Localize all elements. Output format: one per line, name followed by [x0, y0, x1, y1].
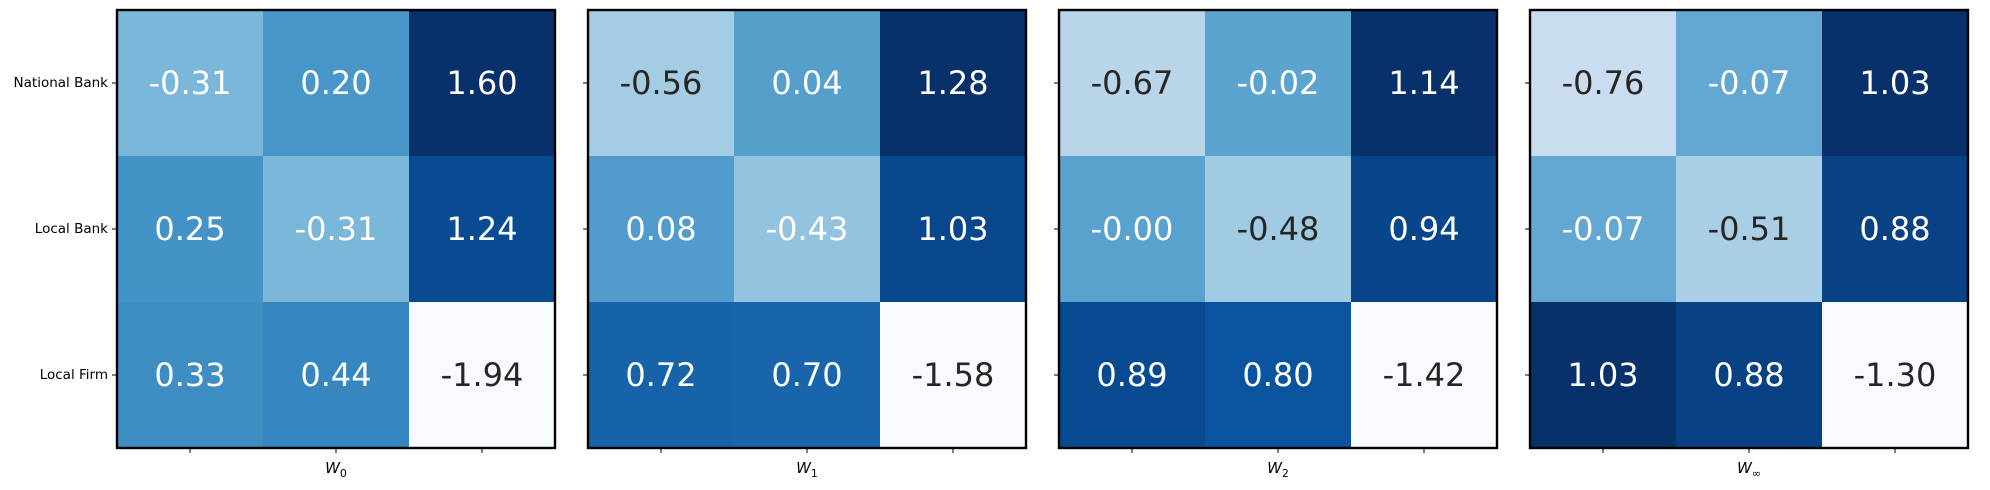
cell-value-label-2-2-2: -1.42: [1383, 356, 1466, 394]
cell-value-label-1-2-0: 0.72: [625, 356, 696, 394]
heatmap-cell-1-1-1: [734, 156, 880, 302]
heatmap-cell-2-2-0: [1059, 302, 1205, 448]
cell-value-label-2-1-1: -0.48: [1237, 210, 1320, 248]
heatmap-cell-1-2-0: [588, 302, 734, 448]
x-axis-label-2: W2: [1267, 459, 1289, 480]
x-axis-label-subscript-3: ∞: [1752, 467, 1761, 480]
heatmap-cell-1-0-2: [880, 10, 1026, 156]
heatmap-cell-2-1-1: [1205, 156, 1351, 302]
cell-value-label-2-0-0: -0.67: [1091, 64, 1174, 102]
cell-value-label-0-1-0: 0.25: [154, 210, 225, 248]
panel-frame-2: [1057, 8, 1499, 450]
heatmap-cell-0-2-1: [263, 302, 409, 448]
cell-value-label-3-1-0: -0.07: [1562, 210, 1645, 248]
row-label-local-bank: Local Bank: [35, 221, 108, 237]
cell-value-label-3-0-0: -0.76: [1562, 64, 1645, 102]
cell-value-label-1-0-2: 1.28: [917, 64, 988, 102]
heatmap-panel-1: -0.56 0.04 1.28 0.08 -0.43 1.03 0.72 0.70 -1.58 W…: [583, 8, 1028, 480]
x-axis-label-subscript-2: 2: [1282, 467, 1289, 480]
heatmap-cell-3-2-1: [1676, 302, 1822, 448]
heatmap-cell-2-0-2: [1351, 10, 1497, 156]
cell-value-label-3-0-1: -0.07: [1708, 64, 1791, 102]
cell-value-label-1-0-0: -0.56: [620, 64, 703, 102]
cell-value-label-0-0-2: 1.60: [446, 64, 517, 102]
cell-value-label-0-1-2: 1.24: [446, 210, 517, 248]
cell-value-label-1-1-1: -0.43: [766, 210, 849, 248]
heatmap-cell-3-1-2: [1822, 156, 1968, 302]
x-axis-label-3: W∞: [1737, 459, 1761, 480]
heatmap-cell-1-1-0: [588, 156, 734, 302]
x-axis-label-base-3: W: [1737, 459, 1753, 477]
heatmap-cell-1-0-1: [734, 10, 880, 156]
cell-value-label-2-0-2: 1.14: [1388, 64, 1459, 102]
row-label-national-bank: National Bank: [14, 75, 109, 91]
heatmap-cell-1-0-0: [588, 10, 734, 156]
cell-value-label-0-2-1: 0.44: [300, 356, 371, 394]
heatmap-cell-2-2-2: [1351, 302, 1497, 448]
cell-value-label-3-2-1: 0.88: [1713, 356, 1784, 394]
heatmap-cell-1-2-1: [734, 302, 880, 448]
cell-value-label-1-2-1: 0.70: [771, 356, 842, 394]
cell-value-label-0-1-1: -0.31: [295, 210, 378, 248]
x-axis-label-subscript-0: 0: [340, 467, 347, 480]
heatmap-cell-2-2-1: [1205, 302, 1351, 448]
cell-value-label-2-1-2: 0.94: [1388, 210, 1459, 248]
cell-value-label-2-1-0: -0.00: [1091, 210, 1174, 248]
heatmap-cell-2-1-2: [1351, 156, 1497, 302]
cell-value-label-1-1-0: 0.08: [625, 210, 696, 248]
heatmap-cell-0-1-2: [409, 156, 555, 302]
row-label-local-firm: Local Firm: [40, 367, 108, 383]
cell-value-label-0-2-0: 0.33: [154, 356, 225, 394]
cell-value-label-1-2-2: -1.58: [912, 356, 995, 394]
cell-value-label-3-1-1: -0.51: [1708, 210, 1791, 248]
cell-value-label-0-0-1: 0.20: [300, 64, 371, 102]
cell-value-label-1-0-1: 0.04: [771, 64, 842, 102]
x-axis-label-subscript-1: 1: [811, 467, 818, 480]
heatmap-cell-2-0-1: [1205, 10, 1351, 156]
heatmap-cell-3-2-0: [1530, 302, 1676, 448]
x-axis-label-base-0: W: [325, 459, 341, 477]
cell-value-label-1-1-2: 1.03: [917, 210, 988, 248]
heatmap-panel-2: -0.67 -0.02 1.14 -0.00 -0.48 0.94 0.89 0.80 -1.4…: [1054, 8, 1499, 480]
cell-value-label-3-2-2: -1.30: [1854, 356, 1937, 394]
cell-value-label-2-2-0: 0.89: [1096, 356, 1167, 394]
heatmap-cell-0-0-0: [117, 10, 263, 156]
heatmap-cell-0-2-0: [117, 302, 263, 448]
heatmap-cell-0-1-1: [263, 156, 409, 302]
heatmap-cell-0-0-1: [263, 10, 409, 156]
cell-value-label-0-0-0: -0.31: [149, 64, 232, 102]
panel-frame-1: [586, 8, 1028, 450]
heatmap-panel-3: -0.76 -0.07 1.03 -0.07 -0.51 0.88 1.03 0.88 -1.3…: [1525, 8, 1970, 480]
heatmap-cell-0-1-0: [117, 156, 263, 302]
x-axis-label-1: W1: [796, 459, 818, 480]
heatmap-cell-3-0-1: [1676, 10, 1822, 156]
heatmap-cell-3-0-0: [1530, 10, 1676, 156]
x-axis-label-0: W0: [325, 459, 347, 480]
x-axis-label-base-2: W: [1267, 459, 1283, 477]
cell-value-label-3-1-2: 0.88: [1859, 210, 1930, 248]
panel-frame-0: [115, 8, 557, 450]
panel-frame-3: [1528, 8, 1970, 450]
heatmap-panels: -0.31 0.20 1.60 0.25 -0.31 1.24 0.33 0.44 -1.94 W…: [112, 8, 1970, 480]
heatmap-cell-1-2-2: [880, 302, 1026, 448]
row-labels: National Bank Local Bank Local Firm: [14, 75, 109, 383]
cell-value-label-2-2-1: 0.80: [1242, 356, 1313, 394]
cell-value-label-2-0-1: -0.02: [1237, 64, 1320, 102]
cell-value-label-3-0-2: 1.03: [1859, 64, 1930, 102]
cell-value-label-0-2-2: -1.94: [441, 356, 524, 394]
heatmap-cell-1-1-2: [880, 156, 1026, 302]
heatmap-cell-0-0-2: [409, 10, 555, 156]
x-axis-label-base-1: W: [796, 459, 812, 477]
cell-value-label-3-2-0: 1.03: [1567, 356, 1638, 394]
heatmap-cell-0-2-2: [409, 302, 555, 448]
heatmap-cell-3-2-2: [1822, 302, 1968, 448]
heatmap-cell-3-1-1: [1676, 156, 1822, 302]
heatmap-cell-3-1-0: [1530, 156, 1676, 302]
heatmap-cell-3-0-2: [1822, 10, 1968, 156]
heatmap-panel-0: -0.31 0.20 1.60 0.25 -0.31 1.24 0.33 0.44 -1.94 W…: [112, 8, 557, 480]
heatmap-cell-2-1-0: [1059, 156, 1205, 302]
heatmap-cell-2-0-0: [1059, 10, 1205, 156]
